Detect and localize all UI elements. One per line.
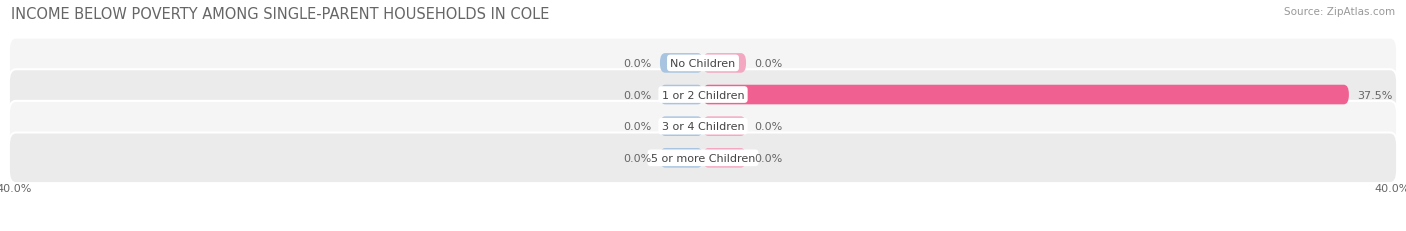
Text: 0.0%: 0.0% <box>755 122 783 132</box>
FancyBboxPatch shape <box>703 117 747 136</box>
FancyBboxPatch shape <box>659 85 703 105</box>
Text: 37.5%: 37.5% <box>1358 90 1393 100</box>
FancyBboxPatch shape <box>8 101 1398 152</box>
Text: 0.0%: 0.0% <box>755 153 783 163</box>
Text: INCOME BELOW POVERTY AMONG SINGLE-PARENT HOUSEHOLDS IN COLE: INCOME BELOW POVERTY AMONG SINGLE-PARENT… <box>11 7 550 22</box>
Text: 0.0%: 0.0% <box>623 90 651 100</box>
FancyBboxPatch shape <box>8 133 1398 183</box>
FancyBboxPatch shape <box>703 54 747 73</box>
FancyBboxPatch shape <box>703 148 747 168</box>
FancyBboxPatch shape <box>8 70 1398 120</box>
Text: No Children: No Children <box>671 59 735 69</box>
Text: 0.0%: 0.0% <box>623 122 651 132</box>
Text: 0.0%: 0.0% <box>755 59 783 69</box>
Text: Source: ZipAtlas.com: Source: ZipAtlas.com <box>1284 7 1395 17</box>
Text: 1 or 2 Children: 1 or 2 Children <box>662 90 744 100</box>
FancyBboxPatch shape <box>8 38 1398 89</box>
FancyBboxPatch shape <box>659 117 703 136</box>
Text: 3 or 4 Children: 3 or 4 Children <box>662 122 744 132</box>
FancyBboxPatch shape <box>703 85 1348 105</box>
Text: 5 or more Children: 5 or more Children <box>651 153 755 163</box>
Text: 0.0%: 0.0% <box>623 153 651 163</box>
FancyBboxPatch shape <box>659 148 703 168</box>
Text: 0.0%: 0.0% <box>623 59 651 69</box>
FancyBboxPatch shape <box>659 54 703 73</box>
